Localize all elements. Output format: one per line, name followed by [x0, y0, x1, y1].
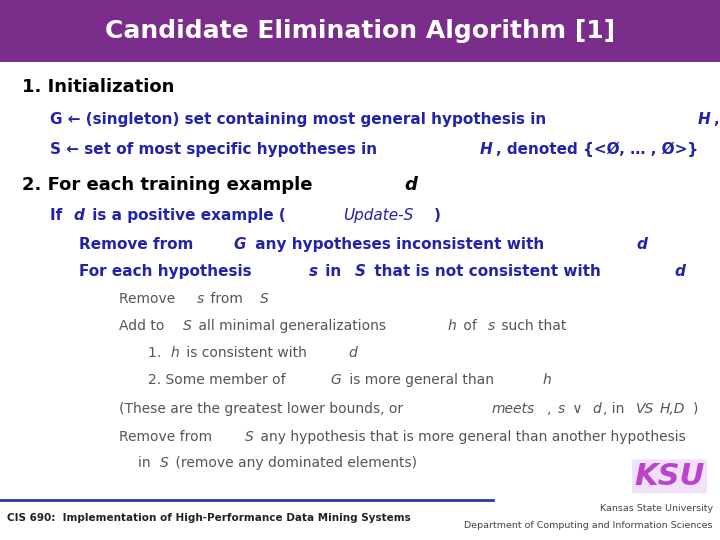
Text: (These are the greatest lower bounds, or: (These are the greatest lower bounds, or: [119, 402, 408, 416]
Text: For each hypothesis: For each hypothesis: [79, 264, 257, 279]
Text: H,D: H,D: [660, 402, 685, 416]
Text: (remove any dominated elements): (remove any dominated elements): [171, 456, 418, 470]
Text: is a positive example (: is a positive example (: [87, 208, 286, 223]
Text: s: s: [197, 292, 204, 306]
Text: If: If: [50, 208, 68, 223]
Text: h: h: [448, 319, 456, 333]
Text: Update-S: Update-S: [343, 208, 414, 223]
Text: is more general than: is more general than: [345, 373, 498, 387]
Text: ): ): [693, 402, 698, 416]
Text: , in: , in: [603, 402, 629, 416]
FancyBboxPatch shape: [0, 0, 720, 62]
Text: d: d: [348, 346, 357, 360]
Text: Candidate Elimination Algorithm [1]: Candidate Elimination Algorithm [1]: [105, 19, 615, 43]
Text: in: in: [138, 456, 156, 470]
Text: S: S: [245, 430, 253, 444]
Text: S: S: [260, 292, 269, 306]
Text: G: G: [233, 237, 246, 252]
Text: h: h: [171, 346, 179, 360]
Text: in: in: [320, 264, 347, 279]
Text: Remove: Remove: [119, 292, 179, 306]
Text: h: h: [543, 373, 552, 387]
Text: CIS 690:  Implementation of High-Performance Data Mining Systems: CIS 690: Implementation of High-Performa…: [7, 514, 411, 523]
Text: meets: meets: [491, 402, 534, 416]
Text: that is not consistent with: that is not consistent with: [369, 264, 606, 279]
Text: VS: VS: [636, 402, 654, 416]
Text: any hypothesis that is more general than another hypothesis: any hypothesis that is more general than…: [256, 430, 685, 444]
Text: 2. Some member of: 2. Some member of: [148, 373, 289, 387]
Text: from: from: [207, 292, 248, 306]
Text: is consistent with: is consistent with: [181, 346, 311, 360]
Text: d: d: [636, 237, 647, 252]
Text: d: d: [675, 264, 685, 279]
Text: s: s: [487, 319, 495, 333]
Text: d: d: [405, 176, 418, 194]
Text: KSU: KSU: [634, 462, 705, 491]
Text: s: s: [309, 264, 318, 279]
Text: S: S: [183, 319, 192, 333]
Text: ∨: ∨: [567, 402, 586, 416]
Text: , denoted {<?, … , ?>}: , denoted {<?, … , ?>}: [714, 112, 720, 127]
Text: all minimal generalizations: all minimal generalizations: [194, 319, 391, 333]
Text: ): ): [434, 208, 441, 223]
Text: G ← (singleton) set containing most general hypothesis in: G ← (singleton) set containing most gene…: [50, 112, 552, 127]
Text: S: S: [355, 264, 366, 279]
Text: H: H: [480, 142, 492, 157]
Text: G: G: [330, 373, 341, 387]
Text: d: d: [73, 208, 84, 223]
Text: Kansas State University: Kansas State University: [600, 504, 713, 513]
Text: Remove from: Remove from: [119, 430, 216, 444]
Text: Department of Computing and Information Sciences: Department of Computing and Information …: [464, 522, 713, 530]
Text: S: S: [160, 456, 169, 470]
Text: 2. For each training example: 2. For each training example: [22, 176, 318, 194]
Text: 1.: 1.: [148, 346, 165, 360]
Text: H: H: [698, 112, 710, 127]
Text: Add to: Add to: [119, 319, 168, 333]
Text: ,: ,: [547, 402, 556, 416]
Text: any hypotheses inconsistent with: any hypotheses inconsistent with: [250, 237, 549, 252]
Text: S ← set of most specific hypotheses in: S ← set of most specific hypotheses in: [50, 142, 383, 157]
Text: , denoted {<Ø, … , Ø>}: , denoted {<Ø, … , Ø>}: [496, 142, 698, 157]
Text: 1. Initialization: 1. Initialization: [22, 78, 174, 97]
Text: d: d: [592, 402, 600, 416]
Text: such that: such that: [497, 319, 567, 333]
Text: of: of: [459, 319, 481, 333]
Text: s: s: [558, 402, 565, 416]
Text: Remove from: Remove from: [79, 237, 199, 252]
